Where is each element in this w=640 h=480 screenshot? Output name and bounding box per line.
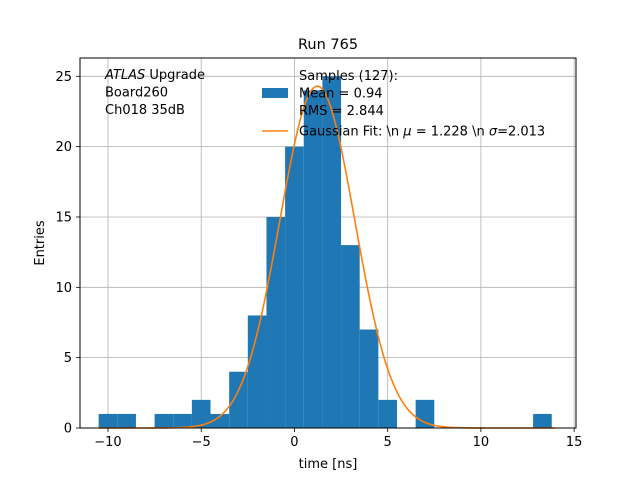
x-tick-label: −10 [94,435,121,450]
atlas-annotation: ATLAS Upgrade Board260 Ch018 35dB [104,68,205,118]
legend-histogram-swatch [262,88,288,98]
annotation-text: Ch018 35dB [105,103,185,118]
histogram-bar [173,413,192,428]
legend-fit-label-part: Gaussian Fit: \n [299,125,403,140]
y-tick-label: 25 [55,70,72,85]
annotation-line: Board260 [105,86,168,101]
histogram-bar [154,413,174,428]
histogram-bar [303,90,323,428]
histogram-bar [285,146,304,429]
histogram-bar [117,413,136,428]
histogram-bar [98,413,118,428]
y-tick-label: 20 [55,140,72,155]
histogram-bar [191,399,211,428]
histogram-bar [378,399,397,428]
x-axis-label: time [ns] [299,457,358,472]
x-tick-label: 0 [290,435,298,450]
legend-histogram-label: RMS = 2.844 [299,104,384,119]
legend-fit-label-part: σ [489,125,498,140]
histogram-bar [266,216,286,428]
annotation-line: ATLAS Upgrade [104,68,205,83]
annotation-text: Upgrade [145,68,205,83]
histogram-bar [229,371,248,428]
histogram-bar [533,413,552,428]
histogram-bar [210,413,230,428]
x-tick-label: 5 [384,435,392,450]
histogram-bars [98,76,552,429]
legend-fit-label-part: =2.013 [497,125,545,140]
legend-histogram-label: Mean = 0.94 [299,87,383,102]
y-tick-label: 5 [64,351,72,366]
annotation-italic: ATLAS [104,68,145,83]
histogram-bar [415,399,435,428]
chart-title: Run 765 [298,37,358,53]
y-tick-label: 0 [64,422,72,437]
x-tick-label: 15 [566,435,583,450]
legend-fit-label-part: μ [402,125,411,140]
legend: Samples (127): Mean = 0.94 RMS = 2.844 Ga… [262,69,545,140]
y-tick-label: 10 [55,281,72,296]
x-tick-label: 10 [473,435,490,450]
axis-ticks: −10 −5 0 5 10 15 0 5 10 15 20 25 [55,70,582,450]
plot-frame [79,57,577,429]
legend-fit-label: Gaussian Fit: \n μ = 1.228 \n σ=2.013 [299,125,545,140]
histogram-bar [247,315,267,428]
histogram-bar [341,245,360,428]
y-axis-label: Entries [33,220,48,266]
x-tick-label: −5 [192,435,211,450]
legend-fit-label-part: = 1.228 \n [412,125,489,140]
y-tick-label: 15 [55,210,72,225]
annotation-text: Board260 [105,86,168,101]
legend-histogram-label: Samples (127): [299,69,398,84]
histogram-bar [359,329,379,428]
annotation-line: Ch018 35dB [105,103,185,118]
histogram-bar [322,76,342,428]
